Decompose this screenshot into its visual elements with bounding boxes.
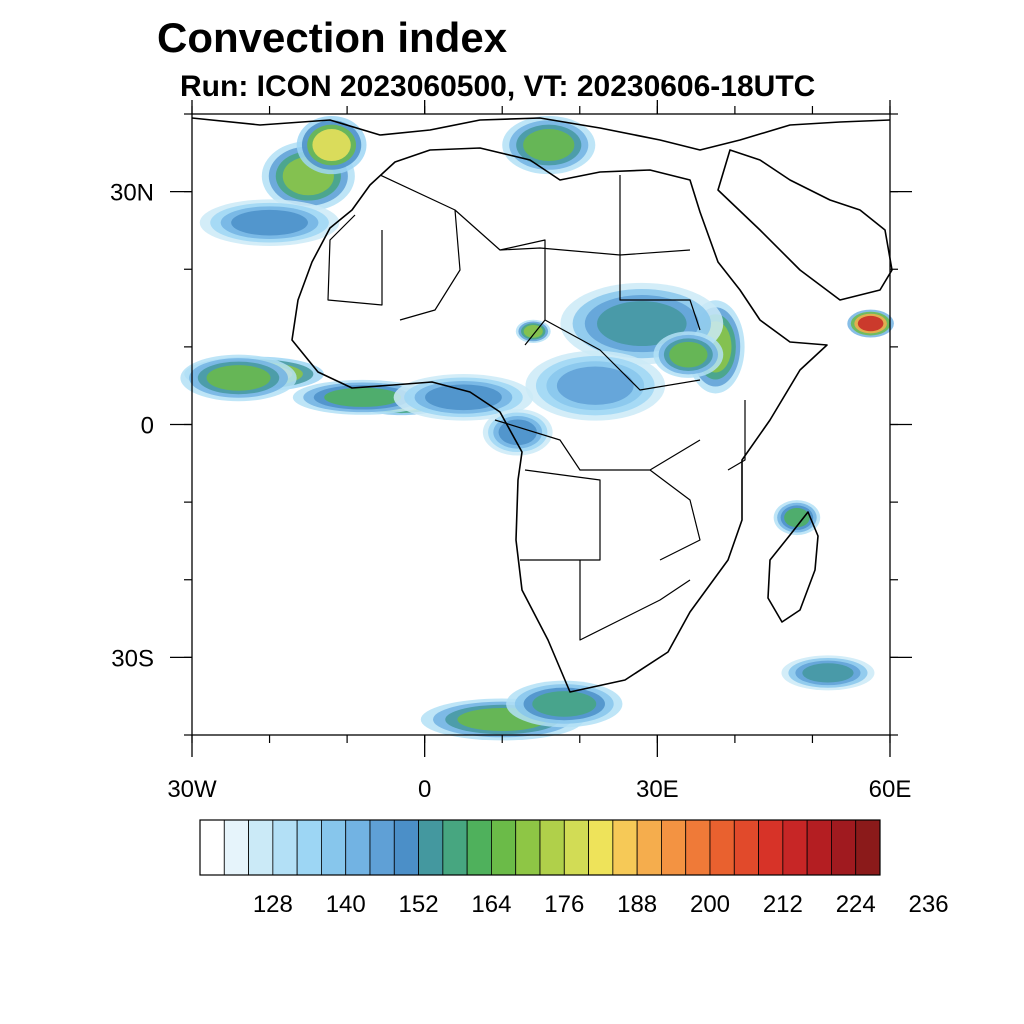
colorbar-swatch <box>199 819 225 876</box>
colorbar: 128 140 152 164 176 188 200 212 224 236 <box>199 819 949 918</box>
colorbar-swatch <box>393 819 419 876</box>
colorbar-swatch <box>661 819 687 876</box>
convection-cell <box>324 387 402 407</box>
convection-cell <box>784 508 810 528</box>
colorbar-swatch <box>855 819 881 876</box>
convection-cell <box>597 301 687 347</box>
convection-field <box>180 115 894 741</box>
europe-coastline <box>191 117 891 151</box>
convection-cell <box>425 384 502 411</box>
convection-cell <box>669 341 708 368</box>
lon-tick-label: 60E <box>869 776 912 803</box>
lon-tick-label: 30W <box>167 776 217 803</box>
colorbar-swatch <box>563 819 589 876</box>
colorbar-tick-label: 212 <box>763 891 803 918</box>
map-axes: 30W 0 30E 60E 30N 0 30S <box>110 100 912 803</box>
map-subtitle: Run: ICON 2023060500, VT: 20230606-18UTC <box>180 70 816 103</box>
colorbar-tick-label: 140 <box>326 891 366 918</box>
convection-cell <box>556 366 634 405</box>
colorbar-swatch <box>733 819 759 876</box>
colorbar-tick-label: 176 <box>544 891 584 918</box>
colorbar-swatch <box>466 819 492 876</box>
convection-cell <box>802 663 854 683</box>
colorbar-swatch <box>831 819 857 876</box>
lat-tick-label: 0 <box>141 413 154 440</box>
colorbar-swatch <box>709 819 735 876</box>
arabia-coastline <box>717 149 893 301</box>
colorbar-swatch <box>612 819 638 876</box>
map-title: Convection index <box>157 14 508 61</box>
colorbar-swatch <box>248 819 274 876</box>
colorbar-swatch <box>782 819 808 876</box>
convection-cell <box>523 129 575 162</box>
colorbar-swatch <box>636 819 662 876</box>
colorbar-tick-label: 200 <box>690 891 730 918</box>
madagascar-coastline <box>767 511 819 623</box>
colorbar-tick-label: 236 <box>909 891 949 918</box>
colorbar-tick-label: 224 <box>836 891 876 918</box>
colorbar-swatch <box>515 819 541 876</box>
colorbar-swatch <box>758 819 784 876</box>
colorbar-swatch <box>685 819 711 876</box>
colorbar-swatch <box>223 819 249 876</box>
colorbar-swatch <box>369 819 395 876</box>
colorbar-swatch <box>296 819 322 876</box>
colorbar-tick-label: 128 <box>253 891 293 918</box>
lat-tick-label: 30N <box>110 180 154 207</box>
colorbar-border <box>199 819 881 876</box>
lon-tick-label: 30E <box>636 776 679 803</box>
colorbar-swatch <box>442 819 468 876</box>
colorbar-swatch <box>806 819 832 876</box>
colorbar-swatch <box>588 819 614 876</box>
colorbar-tick-label: 188 <box>617 891 657 918</box>
colorbar-tick-label: 152 <box>399 891 439 918</box>
colorbar-swatch <box>321 819 347 876</box>
country-borders <box>327 174 746 641</box>
colorbar-swatch <box>418 819 444 876</box>
coastline-outlines <box>191 117 893 693</box>
colorbar-swatch <box>272 819 298 876</box>
convection-cell <box>231 209 308 236</box>
africa-coastline <box>291 147 828 693</box>
convection-cell <box>857 315 884 332</box>
convection-cell <box>532 691 597 717</box>
convection-cell <box>206 365 271 391</box>
colorbar-swatch <box>345 819 371 876</box>
lon-tick-label: 0 <box>418 776 431 803</box>
lat-tick-label: 30S <box>111 645 154 672</box>
colorbar-tick-label: 164 <box>471 891 511 918</box>
colorbar-swatch <box>539 819 565 876</box>
colorbar-swatch <box>491 819 517 876</box>
convection-cell <box>312 129 351 162</box>
